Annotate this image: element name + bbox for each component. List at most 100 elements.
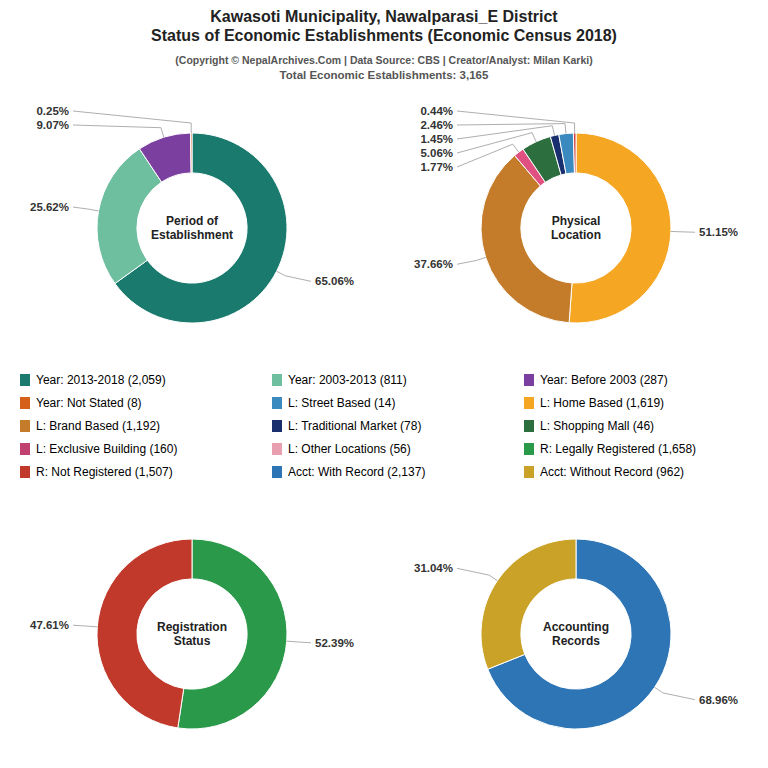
legend-item: Acct: With Record (2,137)	[272, 465, 425, 479]
legend-label: R: Legally Registered (1,658)	[540, 442, 696, 456]
legend-item: Year: Not Stated (8)	[20, 396, 142, 410]
legend-item: Acct: Without Record (962)	[524, 465, 684, 479]
chart-canvas: Kawasoti Municipality, Nawalparasi_E Dis…	[0, 0, 768, 768]
donut-chart: PhysicalLocation51.15%37.66%1.77%5.06%1.…	[414, 105, 738, 323]
leader-line	[457, 124, 566, 134]
legend-item: L: Brand Based (1,192)	[20, 419, 160, 433]
legend-item: R: Legally Registered (1,658)	[524, 442, 696, 456]
legend-swatch	[272, 420, 282, 432]
slice	[559, 133, 575, 174]
legend-label: Year: Not Stated (8)	[36, 396, 142, 410]
legend-swatch	[272, 374, 282, 386]
data-label: 1.45%	[420, 133, 453, 145]
legend-label: Year: Before 2003 (287)	[540, 373, 668, 387]
center-label: Period ofEstablishment	[151, 214, 233, 242]
title-line: Kawasoti Municipality, Nawalparasi_E Dis…	[210, 8, 558, 25]
legend-label: Acct: With Record (2,137)	[288, 465, 425, 479]
data-label: 2.46%	[420, 119, 453, 131]
slices	[481, 539, 671, 729]
donut-chart: Period ofEstablishment 65.06% 25.62% 9.07% 0…	[30, 105, 354, 323]
data-labels: 68.96% 31.04%	[414, 562, 738, 705]
data-label: 68.96%	[699, 694, 738, 706]
leader-line	[457, 133, 536, 153]
legend-label: Acct: Without Record (962)	[540, 465, 684, 479]
leader-line	[457, 126, 555, 139]
legend: Year: 2013-2018 (2,059) Year: 2003-2013 (…	[20, 373, 696, 479]
data-labels: 65.06% 25.62% 9.07% 0.25%	[30, 105, 354, 287]
donut-chart: AccountingRecords 68.96% 31.04%	[414, 539, 738, 729]
legend-swatch	[20, 443, 30, 455]
legend-label: L: Brand Based (1,192)	[36, 419, 160, 433]
legend-swatch	[272, 466, 282, 478]
header: Kawasoti Municipality, Nawalparasi_E Dis…	[151, 8, 617, 81]
data-label: 31.04%	[414, 562, 453, 574]
subtitle: Total Economic Establishments: 3,165	[280, 69, 489, 81]
legend-swatch	[20, 397, 30, 409]
subtitle: (Copyright © NepalArchives.Com | Data So…	[175, 54, 592, 66]
slices	[97, 539, 287, 729]
slice	[481, 539, 576, 669]
data-label: 0.25%	[36, 105, 69, 117]
legend-swatch	[20, 466, 30, 478]
legend-label: L: Traditional Market (78)	[288, 419, 421, 433]
data-label: 65.06%	[315, 275, 354, 287]
legend-label: L: Other Locations (56)	[288, 442, 411, 456]
data-label: 25.62%	[30, 201, 69, 213]
data-label: 51.15%	[699, 226, 738, 238]
title-line: Status of Economic Establishments (Econo…	[151, 27, 617, 44]
center-label-line: Records	[552, 634, 600, 648]
leader-line	[277, 271, 311, 281]
leader-line	[457, 257, 486, 264]
leader-line	[73, 207, 99, 211]
leader-line	[287, 641, 311, 643]
legend-label: L: Street Based (14)	[288, 396, 395, 410]
legend-swatch	[524, 420, 534, 432]
leader-line	[457, 144, 519, 167]
legend-swatch	[524, 466, 534, 478]
data-label: 37.66%	[414, 258, 453, 270]
data-label: 9.07%	[36, 119, 69, 131]
leader-line	[73, 625, 97, 627]
data-label: 52.39%	[315, 637, 354, 649]
legend-label: L: Shopping Mall (46)	[540, 419, 654, 433]
legend-swatch	[524, 397, 534, 409]
legend-item: R: Not Registered (1,507)	[20, 465, 173, 479]
data-label: 1.77%	[420, 161, 453, 173]
data-labels: 51.15%37.66%1.77%5.06%1.45%2.46%0.44%	[414, 105, 738, 270]
legend-label: L: Exclusive Building (160)	[36, 442, 177, 456]
legend-item: L: Exclusive Building (160)	[20, 442, 177, 456]
data-label: 47.61%	[30, 619, 69, 631]
legend-label: Year: 2003-2013 (811)	[288, 373, 407, 387]
data-label: 0.44%	[420, 105, 453, 117]
center-label-line: Establishment	[151, 228, 233, 242]
center-label: RegistrationStatus	[157, 620, 227, 648]
leader-line	[655, 687, 695, 699]
data-labels: 52.39% 47.61%	[30, 619, 354, 649]
legend-item: Year: 2003-2013 (811)	[272, 373, 407, 387]
legend-label: Year: 2013-2018 (2,059)	[36, 373, 166, 387]
center-label: AccountingRecords	[543, 620, 609, 648]
leader-line	[671, 231, 695, 233]
center-label: PhysicalLocation	[551, 214, 601, 242]
legend-swatch	[20, 420, 30, 432]
leader-line	[457, 568, 497, 580]
donut-chart: RegistrationStatus 52.39% 47.61%	[30, 539, 354, 729]
legend-swatch	[524, 443, 534, 455]
center-label-line: Registration	[157, 620, 227, 634]
slice	[139, 133, 191, 182]
slices	[481, 133, 671, 323]
legend-item: Year: Before 2003 (287)	[524, 373, 668, 387]
leader-line	[73, 125, 164, 137]
legend-label: R: Not Registered (1,507)	[36, 465, 173, 479]
legend-item: L: Traditional Market (78)	[272, 419, 421, 433]
slices	[97, 133, 287, 323]
center-label-line: Location	[551, 228, 601, 242]
center-label-line: Physical	[552, 214, 601, 228]
leader-line	[73, 111, 191, 133]
legend-item: L: Shopping Mall (46)	[524, 419, 654, 433]
leader-line	[457, 111, 575, 133]
legend-swatch	[524, 374, 534, 386]
legend-swatch	[20, 374, 30, 386]
center-label-line: Period of	[166, 214, 219, 228]
slice	[97, 149, 162, 284]
